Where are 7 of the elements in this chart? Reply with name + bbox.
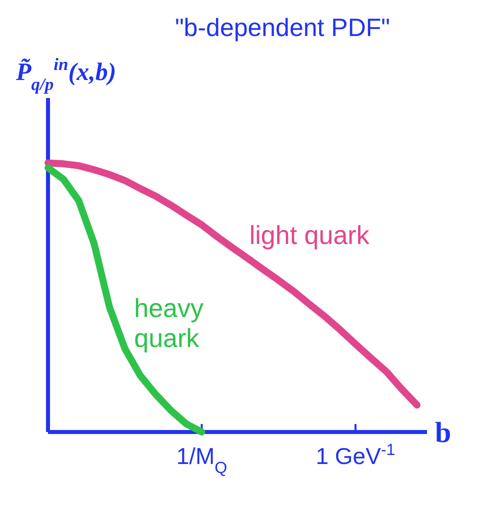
y-axis-title: P̃$_{q/p}$$^{in}$(x,b) [15, 54, 116, 94]
x-axis-title: b [435, 417, 452, 449]
series-label: light quark [249, 220, 370, 250]
series-label: heavy quark [134, 293, 204, 354]
chart-title: "b-dependent PDF" [174, 14, 390, 42]
x-tick-label: 1 GeV$^{-1}$ [316, 441, 396, 469]
x-tick-label: 1/M$_{Q}$ [176, 443, 228, 477]
